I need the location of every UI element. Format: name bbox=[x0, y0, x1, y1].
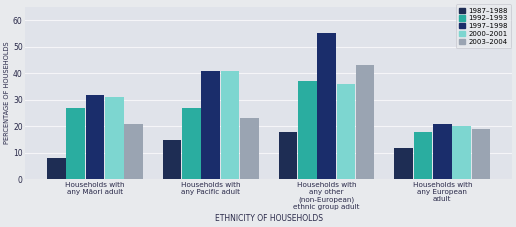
Bar bbox=[279, 132, 297, 179]
Bar bbox=[395, 148, 413, 179]
Bar bbox=[47, 158, 66, 179]
Y-axis label: PERCENTAGE OF HOUSEHOLDS: PERCENTAGE OF HOUSEHOLDS bbox=[4, 42, 10, 145]
Bar bbox=[67, 108, 85, 179]
Bar bbox=[221, 71, 239, 179]
Bar bbox=[298, 81, 316, 179]
Bar bbox=[414, 132, 432, 179]
Bar bbox=[105, 97, 123, 179]
Bar bbox=[433, 124, 452, 179]
Bar bbox=[182, 108, 201, 179]
Bar bbox=[336, 84, 355, 179]
Bar bbox=[124, 124, 143, 179]
Bar bbox=[356, 65, 375, 179]
Bar bbox=[240, 118, 259, 179]
Legend: 1987–1988, 1992–1993, 1997–1998, 2000–2001, 2003–2004: 1987–1988, 1992–1993, 1997–1998, 2000–20… bbox=[456, 4, 511, 48]
Bar bbox=[317, 34, 336, 179]
X-axis label: ETHNICITY OF HOUSEHOLDS: ETHNICITY OF HOUSEHOLDS bbox=[215, 214, 322, 223]
Bar bbox=[163, 140, 182, 179]
Bar bbox=[86, 94, 104, 179]
Bar bbox=[201, 71, 220, 179]
Bar bbox=[472, 129, 490, 179]
Bar bbox=[453, 126, 471, 179]
